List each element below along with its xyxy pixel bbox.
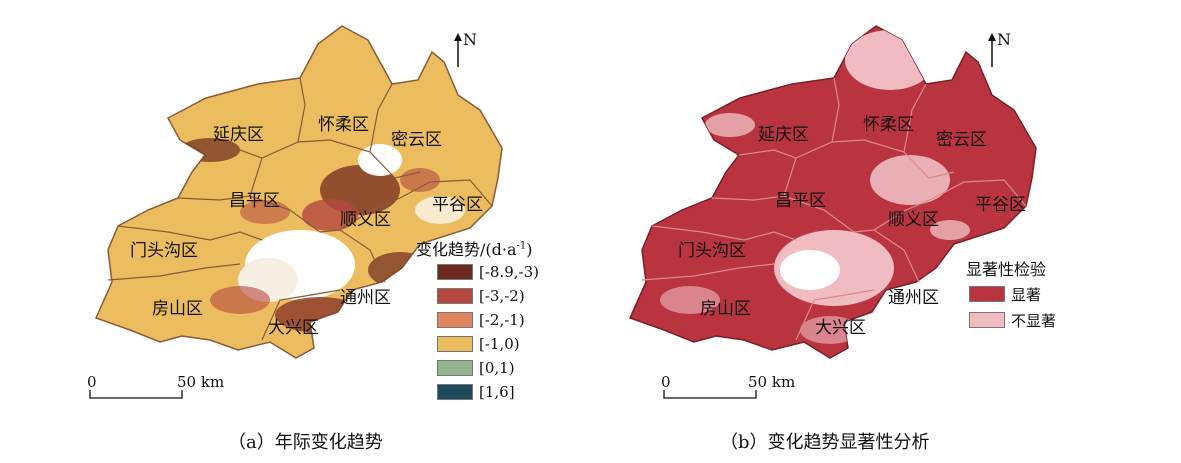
legend-label: [-3,-2) bbox=[479, 287, 525, 305]
district-label-pinggu: 平谷区 bbox=[975, 195, 1026, 215]
district-label-mentougou: 门头沟区 bbox=[130, 241, 198, 261]
beijing-outline bbox=[94, 25, 503, 359]
north-arrow-icon bbox=[454, 33, 462, 67]
legend-label: [1,6] bbox=[479, 383, 515, 401]
district-boundaries bbox=[107, 77, 493, 341]
panel-a: N 延庆区 怀柔区 密云区 昌平区 平谷区 顺义区 门头沟区 房山区 通州区 大… bbox=[0, 0, 590, 463]
scale-end: 50 km bbox=[177, 373, 225, 391]
beijing-outline bbox=[628, 25, 1037, 359]
legend-item: [-3,-2) bbox=[437, 286, 525, 306]
caption-a: （a）年际变化趋势 bbox=[228, 432, 383, 453]
district-label-pinggu: 平谷区 bbox=[432, 195, 483, 215]
district-label-mentougou: 门头沟区 bbox=[678, 241, 746, 261]
district-label-yanqing: 延庆区 bbox=[213, 125, 264, 145]
district-label-tongzhou: 通州区 bbox=[888, 288, 939, 308]
legend-label: [0,1) bbox=[479, 359, 515, 377]
legend-label: [-2,-1) bbox=[479, 311, 525, 329]
legend-item: 显著 bbox=[969, 284, 1041, 304]
district-label-huairou: 怀柔区 bbox=[318, 115, 369, 135]
district-label-shunyi: 顺义区 bbox=[340, 210, 391, 230]
legend-title-end: ) bbox=[526, 240, 533, 259]
scale-zero: 0 bbox=[87, 373, 97, 391]
legend-item: [-2,-1) bbox=[437, 310, 525, 330]
north-label: N bbox=[463, 30, 477, 49]
north-arrow-icon bbox=[988, 33, 996, 67]
legend-swatch bbox=[437, 384, 473, 400]
legend-label: [-1,0) bbox=[479, 335, 520, 353]
legend-swatch bbox=[969, 286, 1005, 302]
legend-item: [-8.9,-3) bbox=[437, 262, 539, 282]
scale-bar-line bbox=[663, 390, 757, 399]
district-label-daxing: 大兴区 bbox=[268, 318, 319, 338]
legend-swatch bbox=[437, 312, 473, 328]
district-label-changping: 昌平区 bbox=[775, 191, 826, 211]
caption-b: （b）变化趋势显著性分析 bbox=[720, 432, 930, 453]
legend-swatch bbox=[437, 360, 473, 376]
district-label-tongzhou: 通州区 bbox=[340, 288, 391, 308]
legend-swatch bbox=[437, 264, 473, 280]
district-boundaries bbox=[641, 77, 1027, 341]
legend-title-sup: -1 bbox=[516, 240, 527, 252]
legend-item: [-1,0) bbox=[437, 334, 520, 354]
legend-item: [1,6] bbox=[437, 382, 515, 402]
scale-bar-line bbox=[89, 390, 183, 399]
trend-map bbox=[94, 25, 503, 359]
district-label-fangshan: 房山区 bbox=[152, 299, 203, 319]
district-label-yanqing: 延庆区 bbox=[758, 125, 809, 145]
significance-patches bbox=[660, 30, 970, 344]
district-label-daxing: 大兴区 bbox=[815, 318, 866, 338]
district-label-miyun: 密云区 bbox=[391, 130, 442, 150]
panel-b: N 延庆区 怀柔区 密云区 昌平区 平谷区 顺义区 门头沟区 房山区 通州区 大… bbox=[590, 0, 1181, 463]
scale-end: 50 km bbox=[748, 373, 796, 391]
legend-title-significance: 显著性检验 bbox=[966, 260, 1047, 279]
district-label-fangshan: 房山区 bbox=[700, 299, 751, 319]
north-label: N bbox=[997, 30, 1011, 49]
legend-title-trend: 变化趋势/(d·a-1) bbox=[416, 236, 533, 260]
significance-map bbox=[628, 25, 1037, 359]
legend-swatch bbox=[437, 288, 473, 304]
scale-zero: 0 bbox=[661, 373, 671, 391]
district-label-changping: 昌平区 bbox=[229, 191, 280, 211]
legend-swatch bbox=[969, 312, 1005, 328]
district-label-huairou: 怀柔区 bbox=[863, 115, 914, 135]
district-label-shunyi: 顺义区 bbox=[888, 210, 939, 230]
legend-item: [0,1) bbox=[437, 358, 515, 378]
legend-label: [-8.9,-3) bbox=[479, 263, 540, 281]
legend-swatch bbox=[437, 336, 473, 352]
legend-label: 显著 bbox=[1011, 285, 1042, 304]
legend-title-text: 变化趋势/(d·a bbox=[416, 240, 517, 259]
district-label-miyun: 密云区 bbox=[936, 130, 987, 150]
legend-item: 不显著 bbox=[969, 310, 1056, 330]
legend-label: 不显著 bbox=[1011, 311, 1057, 330]
